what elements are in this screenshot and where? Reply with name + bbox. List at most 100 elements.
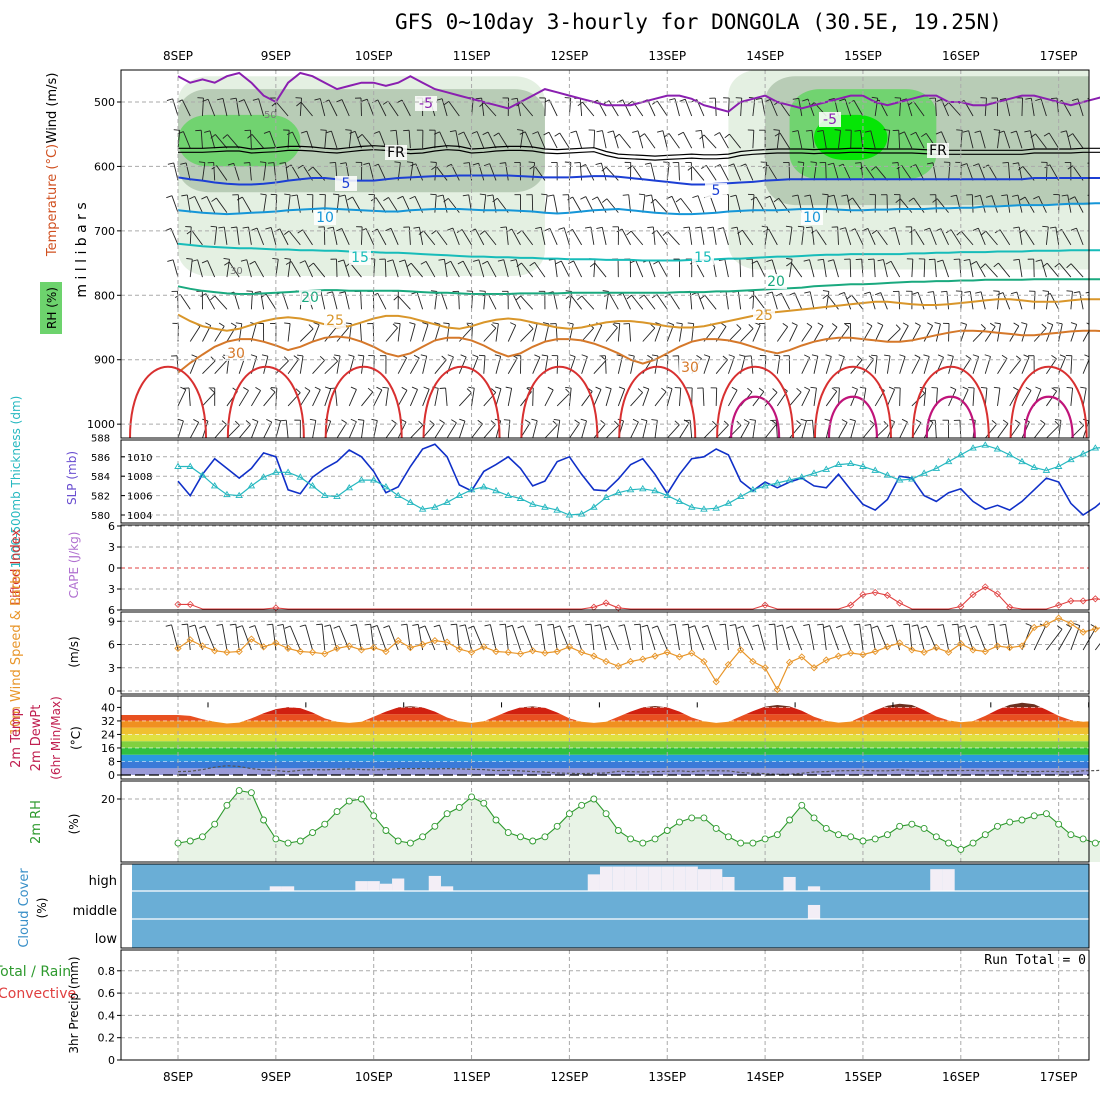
wind-barb bbox=[559, 132, 570, 149]
wind-barb bbox=[189, 326, 201, 342]
slp-point bbox=[859, 462, 867, 469]
wind-barb-flag bbox=[229, 623, 236, 626]
wind-barb-flag bbox=[699, 294, 706, 300]
wind-barb-flag bbox=[443, 198, 449, 203]
wind-barb bbox=[434, 162, 437, 181]
wind-speed-point bbox=[639, 655, 647, 663]
wind-barb bbox=[648, 259, 656, 278]
wind-barb-flag bbox=[910, 164, 916, 168]
wind-barb bbox=[742, 229, 754, 246]
wind-barb bbox=[521, 230, 534, 246]
wind-barb bbox=[838, 422, 848, 438]
wind-barb-flag bbox=[1095, 293, 1100, 295]
minmax-axis-label: (6hr Min/Max) bbox=[49, 696, 63, 780]
wind-barb-flag bbox=[849, 418, 856, 422]
high-cloud-gap bbox=[428, 875, 441, 891]
wind-barb bbox=[751, 259, 754, 278]
temp-band bbox=[121, 741, 1089, 748]
slp-point bbox=[846, 459, 855, 467]
wind-barb-flag bbox=[265, 227, 272, 230]
wind-barb bbox=[447, 198, 460, 213]
slp-point bbox=[259, 473, 268, 480]
wind-tick-label: 3 bbox=[108, 662, 115, 675]
wind-barb bbox=[572, 229, 583, 246]
wind-barb bbox=[934, 259, 937, 278]
wind-barb bbox=[656, 294, 668, 310]
wind-barb-flag bbox=[479, 230, 486, 235]
wind-barb bbox=[1046, 262, 1059, 278]
wind-barb bbox=[206, 196, 216, 213]
wind-barb-flag bbox=[993, 129, 1000, 131]
wind-barb-flag bbox=[1043, 132, 1050, 137]
slp-point bbox=[553, 506, 561, 513]
lifted-index-line bbox=[178, 586, 1100, 610]
wind-barb-flag bbox=[663, 161, 670, 163]
wind-barb bbox=[495, 356, 502, 374]
wind-barb bbox=[911, 357, 921, 374]
wind-barb bbox=[507, 324, 517, 342]
wind-barb bbox=[387, 100, 399, 117]
rh2m-point bbox=[724, 833, 732, 841]
slp-point bbox=[712, 504, 720, 511]
wind-barb bbox=[860, 130, 864, 149]
wind-barb-flag bbox=[291, 194, 298, 197]
wind-tick-label: 0 bbox=[108, 685, 115, 698]
cloud-frame bbox=[120, 863, 1090, 949]
wind-barb bbox=[774, 624, 778, 651]
wind-barb bbox=[582, 101, 595, 117]
wind-barb-flag bbox=[577, 101, 583, 107]
wind-barb bbox=[205, 293, 216, 310]
wind-barb bbox=[275, 420, 281, 438]
pressure-tick-label: 1000 bbox=[87, 418, 115, 431]
high-cloud-gap bbox=[685, 866, 698, 891]
rh2m-point bbox=[932, 833, 940, 841]
wind-barb-flag bbox=[627, 100, 633, 105]
wind-barb bbox=[507, 357, 518, 374]
wind-barb bbox=[887, 328, 901, 342]
slp-point bbox=[541, 503, 549, 510]
rh2m-point bbox=[174, 839, 182, 847]
wind-speed-point bbox=[186, 636, 194, 644]
wind-tick-label: 6 bbox=[108, 639, 115, 652]
wind-barb bbox=[604, 355, 607, 374]
wind-barb-flag bbox=[364, 623, 371, 626]
wind-barb-flag bbox=[940, 290, 947, 293]
wind-barb-flag bbox=[222, 134, 228, 139]
wind-barb bbox=[1030, 98, 1035, 117]
wind-speed-point bbox=[737, 646, 745, 654]
wind-barb bbox=[637, 130, 644, 149]
wind-barb bbox=[434, 324, 441, 342]
wind-barb-flag bbox=[438, 258, 445, 261]
wind-barb-flag bbox=[886, 624, 893, 628]
upper-air-frame bbox=[120, 69, 1090, 439]
wind-barb-flag bbox=[855, 162, 862, 164]
isotherm-40 bbox=[827, 395, 879, 438]
wind-barb-flag bbox=[255, 387, 261, 391]
wind-barb-flag bbox=[430, 161, 437, 163]
wind-barb bbox=[703, 134, 717, 149]
wind-barb bbox=[956, 195, 962, 213]
bottom-date-label: 12SEP bbox=[551, 1070, 589, 1084]
wind-barb bbox=[250, 130, 252, 149]
wind-barb bbox=[397, 295, 411, 310]
wind-barb-flag bbox=[339, 291, 346, 294]
thickness-tick-label: 582 bbox=[91, 492, 110, 503]
wind-barb bbox=[324, 388, 332, 407]
total-rain-label: Total / Rain bbox=[0, 964, 71, 980]
wind-barb bbox=[177, 420, 184, 438]
wind-barb bbox=[181, 99, 191, 117]
wind-barb bbox=[354, 131, 362, 149]
wind-barb-flag bbox=[280, 419, 287, 422]
wind-barb-flag bbox=[614, 133, 620, 139]
bottom-date-label: 15SEP bbox=[844, 1070, 882, 1084]
wind-barb bbox=[811, 226, 815, 245]
wind-barb bbox=[484, 230, 497, 246]
wind-barb-flag bbox=[567, 624, 574, 628]
thickness-axis-label: 1000-500mb Thickness (dm) bbox=[9, 396, 23, 569]
wind-speed-point bbox=[541, 649, 549, 657]
wind-barb bbox=[1061, 229, 1072, 246]
wind-barb bbox=[825, 391, 838, 407]
wind-barb-flag bbox=[391, 419, 397, 424]
rh2m-point bbox=[321, 820, 329, 828]
precip-tick-label: 0 bbox=[108, 1054, 115, 1067]
